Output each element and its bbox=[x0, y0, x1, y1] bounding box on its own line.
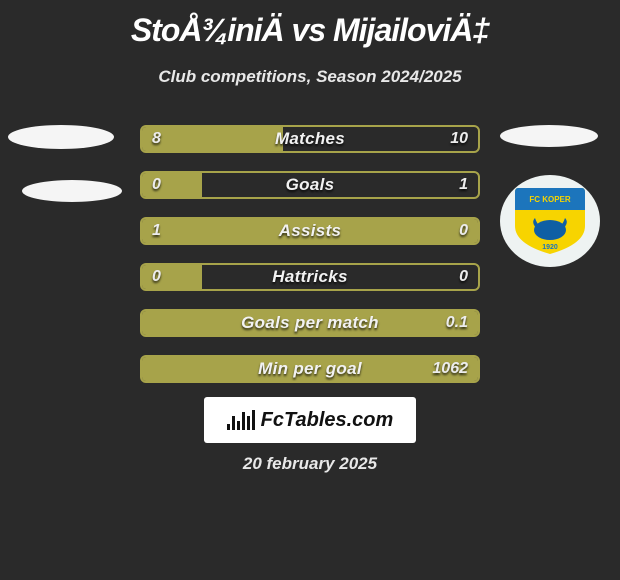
brand-bar bbox=[227, 424, 230, 430]
club-badge-koper: FC KOPER 1920 bbox=[500, 175, 600, 267]
stat-row: 1062Min per goal bbox=[140, 355, 480, 383]
brand-card: FcTables.com bbox=[204, 397, 416, 443]
stats-container: 810Matches 01Goals 10Assists 00Hattricks 0.1… bbox=[140, 125, 482, 401]
badge-top-label: FC KOPER bbox=[529, 195, 571, 204]
brand-bar bbox=[242, 412, 245, 430]
stat-row: 810Matches bbox=[140, 125, 480, 153]
player-right-avatar-placeholder bbox=[500, 125, 598, 147]
badge-year: 1920 bbox=[542, 244, 558, 251]
player-left-avatar-placeholder-1 bbox=[8, 125, 114, 149]
brand-bar bbox=[252, 410, 255, 430]
stat-label: Hattricks bbox=[142, 265, 478, 289]
player-left-avatar-placeholder-2 bbox=[22, 180, 122, 202]
brand-bar bbox=[232, 416, 235, 430]
bull-icon bbox=[534, 220, 566, 240]
stat-label: Assists bbox=[142, 219, 478, 243]
date-text: 20 february 2025 bbox=[0, 454, 620, 474]
stat-row: 01Goals bbox=[140, 171, 480, 199]
stat-row: 0.1Goals per match bbox=[140, 309, 480, 337]
stat-label: Matches bbox=[142, 127, 478, 151]
brand-bar bbox=[247, 416, 250, 430]
stat-row: 00Hattricks bbox=[140, 263, 480, 291]
bar-chart-icon bbox=[227, 410, 255, 430]
page-title: StoÅ¾iniÄ vs MijailoviÄ‡ bbox=[0, 0, 620, 49]
brand-text: FcTables.com bbox=[261, 409, 394, 432]
stat-label: Min per goal bbox=[142, 357, 478, 381]
stat-label: Goals per match bbox=[142, 311, 478, 335]
stat-label: Goals bbox=[142, 173, 478, 197]
shield-icon: FC KOPER 1920 bbox=[513, 186, 587, 256]
subtitle: Club competitions, Season 2024/2025 bbox=[0, 67, 620, 87]
brand-bar bbox=[237, 421, 240, 430]
stat-row: 10Assists bbox=[140, 217, 480, 245]
